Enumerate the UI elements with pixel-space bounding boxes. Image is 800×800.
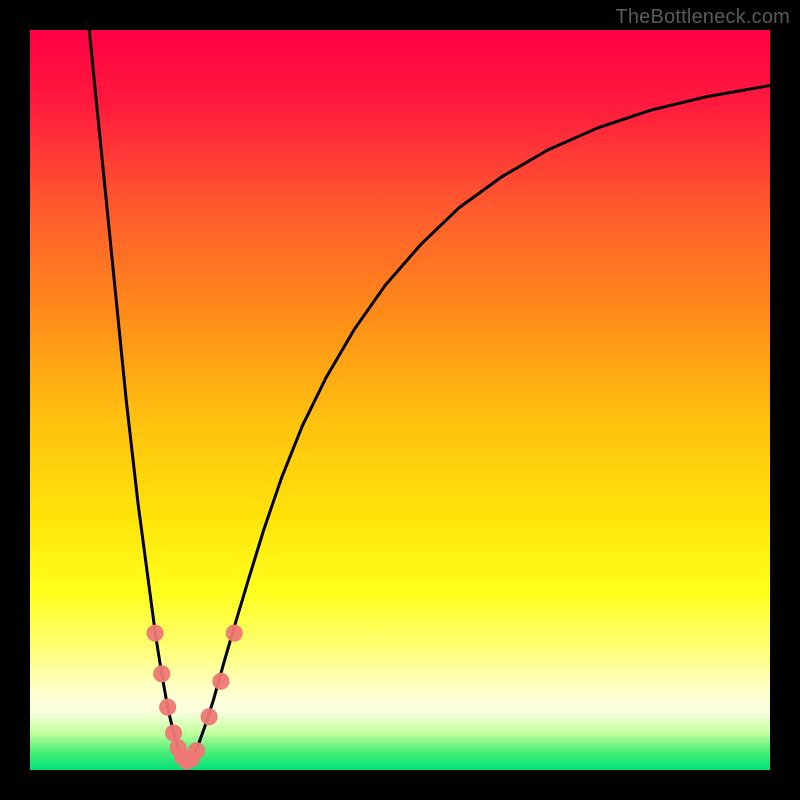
- marker-point: [201, 709, 217, 725]
- chart-root: TheBottleneck.com: [0, 0, 800, 800]
- gradient-background: [30, 30, 770, 770]
- plot-svg: [30, 30, 770, 770]
- marker-point: [166, 725, 182, 741]
- watermark-text: TheBottleneck.com: [615, 6, 790, 29]
- marker-point: [213, 673, 229, 689]
- marker-point: [154, 666, 170, 682]
- plot-area: [30, 30, 770, 770]
- marker-point: [160, 699, 176, 715]
- plot-frame: [0, 0, 800, 800]
- marker-point: [226, 625, 242, 641]
- marker-point: [189, 743, 205, 759]
- marker-point: [147, 625, 163, 641]
